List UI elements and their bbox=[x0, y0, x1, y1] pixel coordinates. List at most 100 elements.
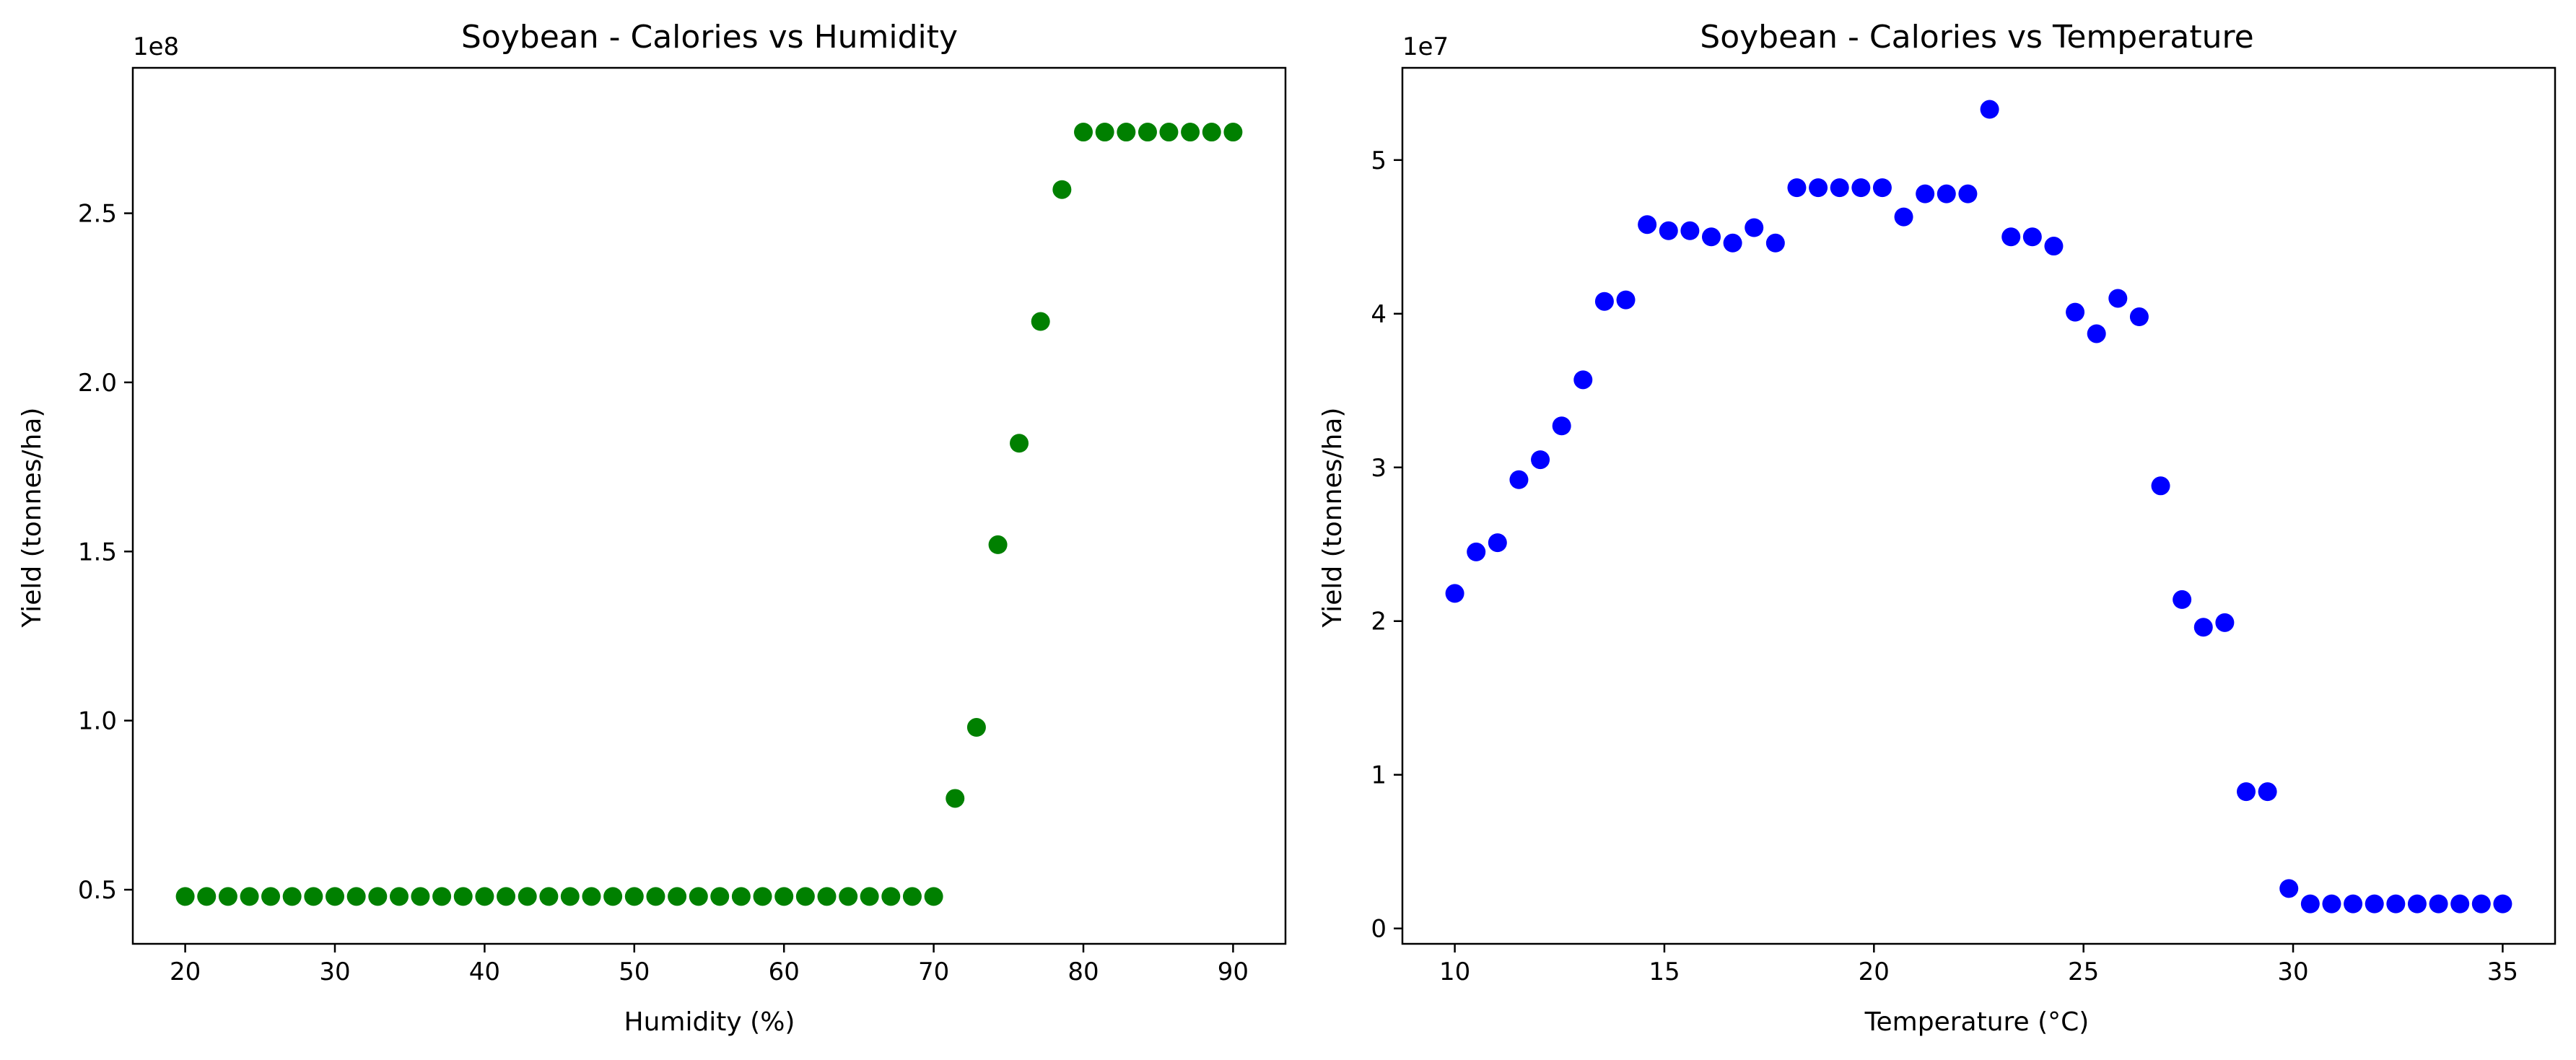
data-point bbox=[1552, 416, 1571, 436]
data-point bbox=[2215, 613, 2235, 632]
x-axis-label: Humidity (%) bbox=[624, 1007, 795, 1037]
y-offset-label: 1e7 bbox=[1402, 32, 1449, 61]
data-point bbox=[646, 887, 665, 906]
axis-ticks: 10 15 20 25 30 35 0 1 2 3 4 5 bbox=[1371, 146, 2518, 986]
data-point bbox=[774, 887, 794, 906]
data-point bbox=[1616, 290, 1636, 310]
data-point bbox=[1031, 312, 1050, 331]
chart-title: Soybean - Calories vs Temperature bbox=[1700, 19, 2253, 56]
chart-title: Soybean - Calories vs Humidity bbox=[461, 19, 958, 56]
y-tick-label: 5 bbox=[1371, 146, 1387, 175]
data-point bbox=[1851, 178, 1871, 198]
data-point bbox=[2022, 227, 2042, 247]
data-point bbox=[1701, 227, 1721, 247]
data-point bbox=[2450, 894, 2470, 914]
y-tick-label: 2 bbox=[1371, 608, 1387, 636]
data-point bbox=[881, 887, 901, 906]
x-tick-label: 35 bbox=[2487, 958, 2518, 986]
data-point bbox=[218, 887, 237, 906]
data-point bbox=[1223, 123, 1243, 142]
data-point bbox=[689, 887, 708, 906]
data-point bbox=[2300, 894, 2320, 914]
data-point bbox=[1181, 123, 1200, 142]
data-point bbox=[1531, 450, 1550, 470]
data-point bbox=[2066, 302, 2085, 322]
data-point bbox=[1117, 123, 1136, 142]
data-point bbox=[1467, 542, 1486, 561]
x-tick-label: 20 bbox=[170, 958, 201, 986]
data-point bbox=[2258, 782, 2277, 802]
data-point bbox=[860, 887, 879, 906]
y-tick-label: 1.0 bbox=[78, 707, 117, 736]
data-point bbox=[2429, 894, 2448, 914]
x-tick-label: 50 bbox=[619, 958, 650, 986]
data-point bbox=[582, 887, 601, 906]
data-point bbox=[1659, 221, 1678, 240]
data-point bbox=[902, 887, 922, 906]
x-tick-label: 60 bbox=[769, 958, 800, 986]
data-point bbox=[1095, 123, 1114, 142]
data-point bbox=[432, 887, 452, 906]
data-point bbox=[624, 887, 644, 906]
data-point bbox=[710, 887, 730, 906]
data-point bbox=[839, 887, 858, 906]
data-point bbox=[1594, 292, 1614, 311]
x-tick-label: 20 bbox=[1859, 958, 1890, 986]
data-points bbox=[175, 123, 1243, 906]
data-point bbox=[2129, 307, 2149, 327]
data-point bbox=[389, 887, 409, 906]
data-point bbox=[1159, 123, 1179, 142]
data-point bbox=[518, 887, 537, 906]
x-tick-label: 40 bbox=[469, 958, 500, 986]
data-point bbox=[453, 887, 473, 906]
data-point bbox=[2044, 237, 2064, 256]
data-point bbox=[1745, 218, 1764, 237]
data-point bbox=[2193, 618, 2213, 637]
plot-frame bbox=[131, 66, 1287, 945]
data-point bbox=[1809, 178, 1828, 198]
data-point bbox=[2322, 894, 2341, 914]
data-point bbox=[197, 887, 217, 906]
data-point bbox=[2493, 894, 2512, 914]
y-tick-label: 0.5 bbox=[78, 876, 117, 905]
axis-ticks: 20 30 40 50 60 70 80 90 0.5 1.0 1.5 2.0 2.5 bbox=[78, 200, 1249, 986]
y-offset-label: 1e8 bbox=[133, 32, 179, 61]
x-tick-label: 30 bbox=[2277, 958, 2308, 986]
y-tick-label: 2.0 bbox=[78, 369, 117, 398]
data-point bbox=[497, 887, 516, 906]
data-point bbox=[1445, 584, 1464, 603]
x-tick-label: 15 bbox=[1649, 958, 1680, 986]
data-point bbox=[1723, 233, 1742, 253]
data-point bbox=[1138, 123, 1157, 142]
data-point bbox=[1916, 184, 1935, 203]
data-point bbox=[1958, 184, 1978, 203]
data-point bbox=[1787, 178, 1807, 198]
y-tick-label: 0 bbox=[1371, 915, 1387, 944]
x-tick-label: 10 bbox=[1439, 958, 1470, 986]
data-point bbox=[2237, 782, 2256, 802]
data-point bbox=[817, 887, 837, 906]
data-point bbox=[1830, 178, 1849, 198]
data-point bbox=[475, 887, 494, 906]
data-point bbox=[795, 887, 815, 906]
data-point bbox=[1052, 180, 1072, 199]
data-point bbox=[1872, 178, 1892, 198]
data-point bbox=[946, 789, 965, 808]
data-point bbox=[1010, 434, 1029, 453]
data-point bbox=[1202, 123, 1221, 142]
data-point bbox=[2087, 324, 2106, 343]
data-point bbox=[325, 887, 344, 906]
y-tick-label: 1 bbox=[1371, 761, 1387, 790]
data-point bbox=[1573, 370, 1593, 390]
data-point bbox=[2407, 894, 2427, 914]
data-point bbox=[346, 887, 366, 906]
data-point bbox=[2108, 289, 2128, 308]
data-point bbox=[539, 887, 559, 906]
data-point bbox=[2151, 476, 2170, 496]
x-tick-label: 70 bbox=[918, 958, 949, 986]
data-points bbox=[1445, 100, 2512, 914]
data-point bbox=[240, 887, 259, 906]
x-tick-label: 90 bbox=[1218, 958, 1249, 986]
data-point bbox=[988, 535, 1008, 554]
